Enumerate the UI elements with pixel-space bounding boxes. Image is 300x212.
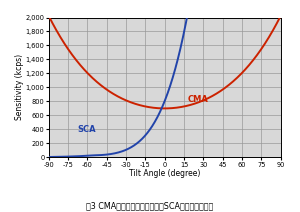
Y-axis label: Sensitivity (kcps): Sensitivity (kcps)	[15, 54, 24, 120]
X-axis label: Tilt Angle (degree): Tilt Angle (degree)	[129, 169, 200, 178]
Text: SCA: SCA	[77, 125, 96, 134]
Text: 噳3 CMAおよび非同軸型分光器SCAの感度特性比較: 噳3 CMAおよび非同軸型分光器SCAの感度特性比較	[86, 201, 214, 210]
Text: CMA: CMA	[188, 95, 209, 104]
